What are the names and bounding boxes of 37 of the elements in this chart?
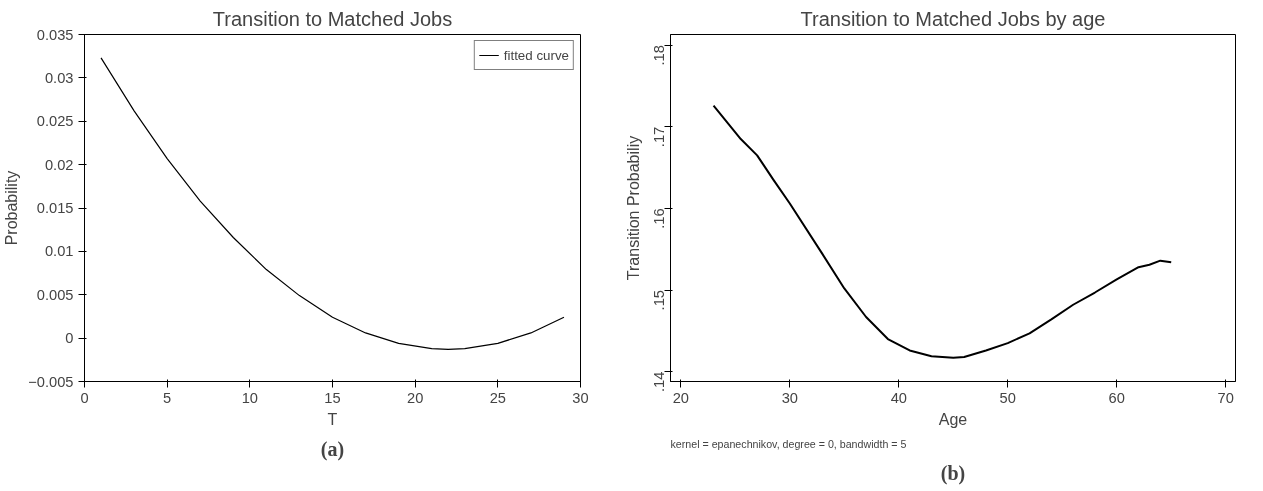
x-tick-label: 20 — [407, 389, 424, 406]
x-tick-label: 60 — [1108, 389, 1125, 406]
y-tick-label: 0.03 — [44, 69, 74, 86]
x-tick-label: 5 — [163, 389, 172, 406]
y-tick-label: .15 — [651, 290, 668, 311]
text: (b) — [940, 461, 966, 485]
y-tick-label: 0.01 — [44, 243, 74, 260]
y-tick-label: .18 — [651, 45, 668, 66]
x-axis-title: T — [327, 410, 338, 428]
y-tick-label: 0.015 — [36, 200, 74, 216]
y-tick-label: 0.035 — [36, 26, 74, 43]
chart-title: Transition to Matched Jobs — [212, 7, 453, 30]
y-tick-label: .16 — [651, 208, 668, 229]
x-tick-label: 0 — [80, 389, 89, 406]
y-axis-title: Transition Probabiliy — [624, 135, 642, 281]
text: kernel = epanechnikov, degree = 0, bandwidth = 5 — [670, 437, 907, 450]
x-tick-label: 30 — [572, 389, 589, 406]
x-tick-label: 30 — [781, 389, 798, 406]
x-tick-label: 25 — [489, 389, 506, 406]
y-tick-label: 0 — [65, 330, 74, 347]
x-tick-label: 15 — [324, 389, 341, 406]
y-tick-label: .17 — [651, 126, 668, 148]
y-axis-title: Probability — [3, 170, 21, 246]
x-axis-title: Age — [938, 410, 968, 428]
legend-label: fitted curve — [503, 47, 569, 63]
y-tick-label: 0.025 — [36, 113, 74, 130]
y-tick-label: −0.005 — [28, 373, 74, 390]
text: (a) — [320, 437, 345, 461]
y-tick-label: .14 — [651, 371, 668, 393]
y-tick-label: 0.02 — [44, 156, 74, 173]
x-tick-label: 70 — [1217, 389, 1234, 406]
x-tick-label: 40 — [890, 389, 907, 406]
y-tick-label: 0.005 — [36, 286, 74, 303]
x-tick-label: 20 — [672, 389, 690, 406]
x-tick-label: 10 — [241, 389, 258, 406]
chart-title: Transition to Matched Jobs by age — [800, 7, 1106, 30]
x-tick-label: 50 — [999, 389, 1016, 406]
